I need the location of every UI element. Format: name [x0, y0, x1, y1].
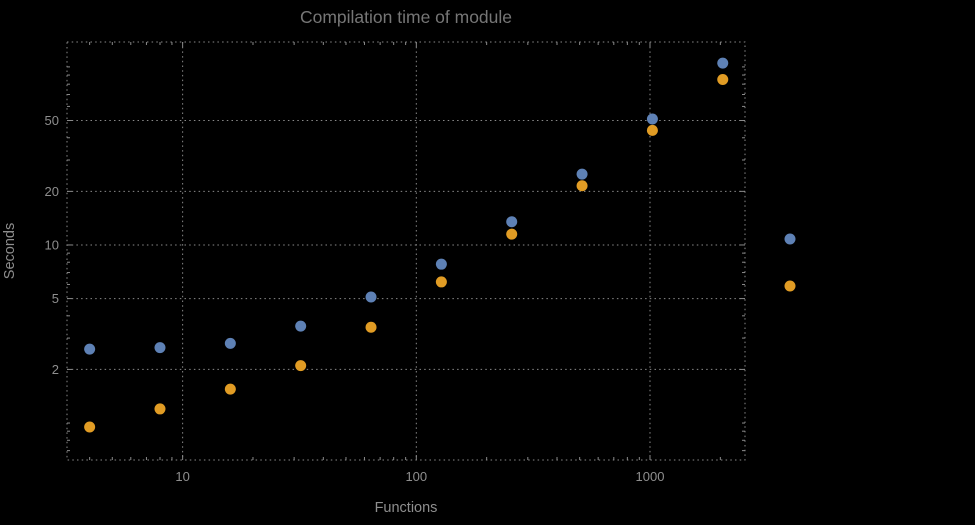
legend-marker-series-2: [784, 280, 796, 292]
data-point: [506, 216, 518, 228]
y-axis-label: Seconds: [2, 223, 18, 279]
chart-title: Compilation time of module: [300, 7, 512, 27]
data-point: [295, 360, 307, 372]
points-compile-time-series-1: [84, 57, 729, 355]
data-point: [154, 342, 166, 354]
data-point: [224, 383, 236, 395]
y-tick-label: 5: [52, 291, 59, 306]
data-point: [576, 168, 588, 180]
tick-labels: 10 100 1000 2 5 10 20 50: [45, 113, 665, 484]
x-tick-label: 10: [175, 469, 189, 484]
x-axis-label: Functions: [375, 500, 438, 516]
data-point: [365, 291, 377, 303]
plot-frame: [66, 41, 746, 461]
data-point: [435, 258, 447, 270]
data-point: [717, 73, 729, 85]
data-point: [224, 337, 236, 349]
y-tick-label: 10: [45, 237, 59, 252]
data-point: [717, 57, 729, 69]
data-point: [295, 320, 307, 332]
legend-marker-series-1: [784, 233, 796, 245]
data-point: [435, 276, 447, 288]
x-tick-label: 1000: [636, 469, 665, 484]
data-point: [84, 343, 96, 355]
plot-layer: 10 100 1000 2 5 10 20 50: [45, 41, 796, 484]
y-tick-label: 50: [45, 113, 59, 128]
gridlines: [67, 42, 745, 460]
legend: [784, 233, 796, 292]
y-tick-label: 20: [45, 184, 59, 199]
data-point: [506, 228, 518, 240]
data-point: [576, 180, 588, 192]
data-point: [646, 113, 658, 125]
y-tick-label: 2: [52, 362, 59, 377]
data-point: [646, 124, 658, 136]
data-point: [365, 321, 377, 333]
tick-marks: [67, 42, 745, 460]
points-compile-time-series-2: [84, 73, 729, 433]
x-tick-label: 100: [405, 469, 427, 484]
data-point: [154, 403, 166, 415]
data-point: [84, 421, 96, 433]
